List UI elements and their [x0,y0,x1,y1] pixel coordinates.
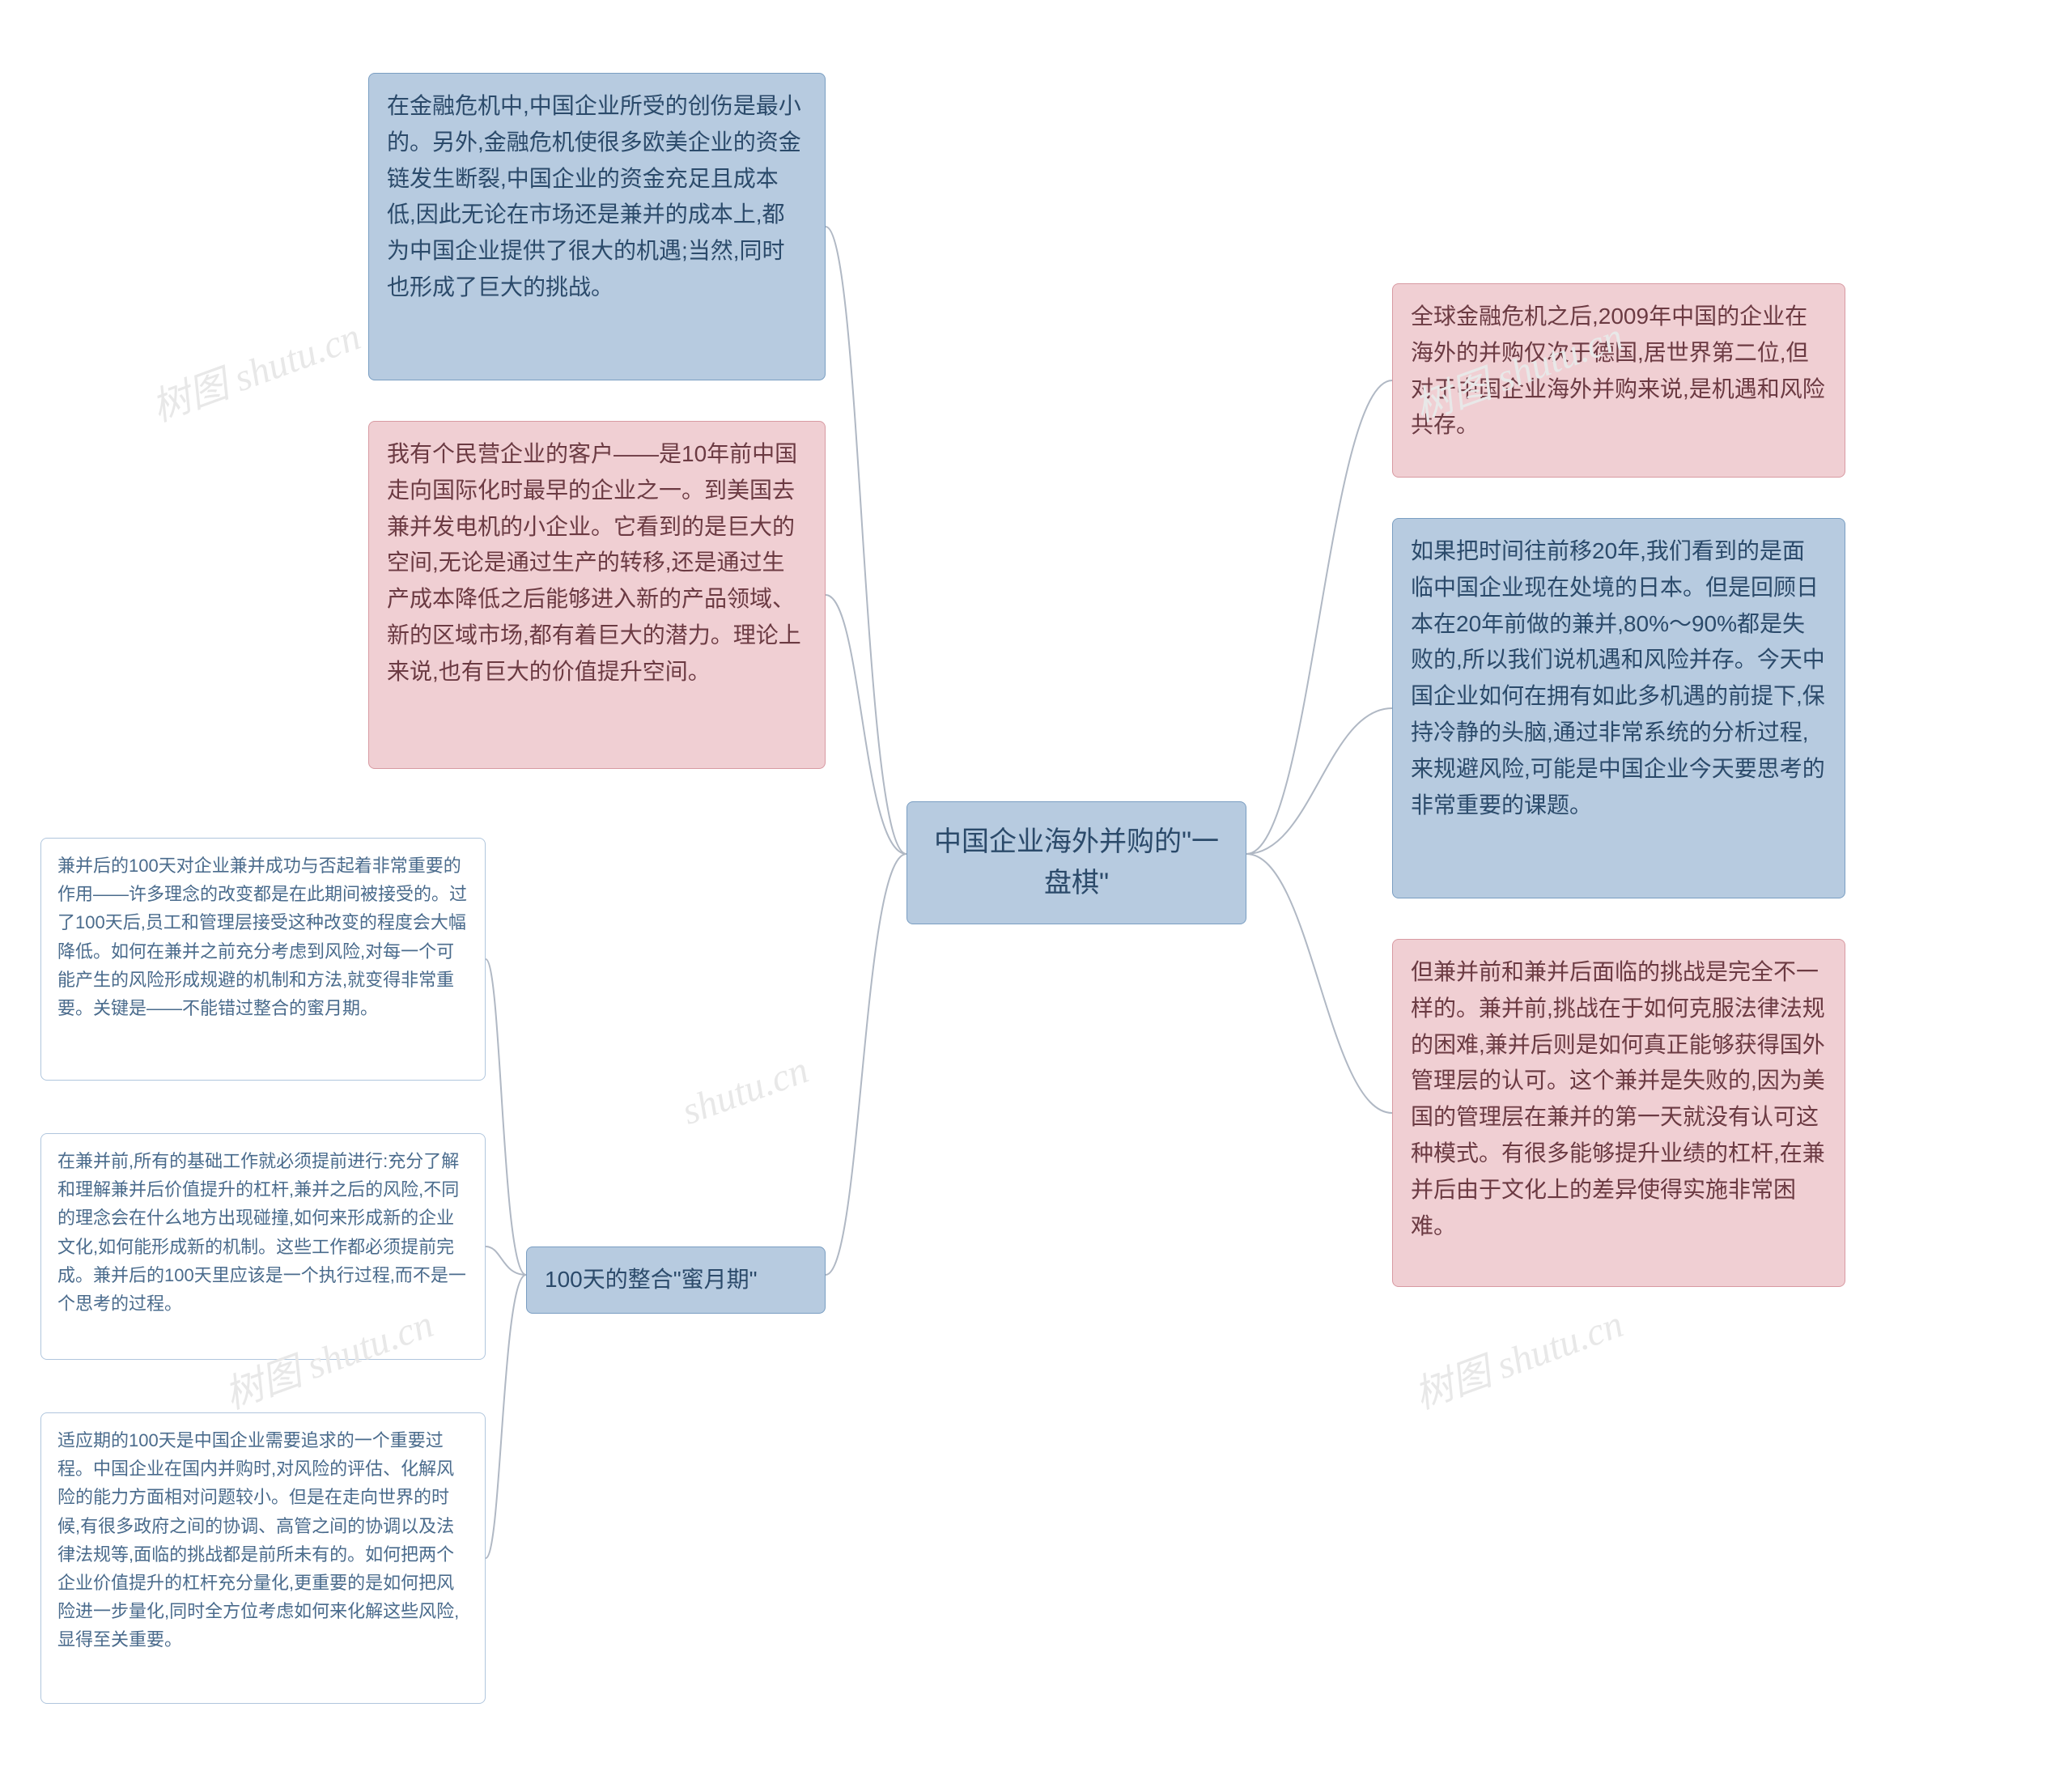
center-node[interactable]: 中国企业海外并购的"一盘棋" [906,801,1246,924]
left-node-1[interactable]: 我有个民营企业的客户——是10年前中国走向国际化时最早的企业之一。到美国去兼并发… [368,421,826,769]
watermark-0: 树图 shutu.cn [142,304,367,432]
right-node-0[interactable]: 全球金融危机之后,2009年中国的企业在海外的并购仅次于德国,居世界第二位,但对… [1392,283,1845,478]
watermark-4: 树图 shutu.cn [1405,1292,1629,1420]
right-node-1[interactable]: 如果把时间往前移20年,我们看到的是面临中国企业现在处境的日本。但是回顾日本在2… [1392,518,1845,898]
watermark-2: shutu.cn [676,1047,813,1134]
left-node-2[interactable]: 100天的整合"蜜月期" [526,1246,826,1314]
sub-node-2[interactable]: 适应期的100天是中国企业需要追求的一个重要过程。中国企业在国内并购时,对风险的… [40,1412,486,1704]
left-node-0[interactable]: 在金融危机中,中国企业所受的创伤是最小的。另外,金融危机使很多欧美企业的资金链发… [368,73,826,380]
sub-node-0[interactable]: 兼并后的100天对企业兼并成功与否起着非常重要的作用——许多理念的改变都是在此期… [40,838,486,1081]
sub-node-1[interactable]: 在兼并前,所有的基础工作就必须提前进行:充分了解和理解兼并后价值提升的杠杆,兼并… [40,1133,486,1360]
right-node-2[interactable]: 但兼并前和兼并后面临的挑战是完全不一样的。兼并前,挑战在于如何克服法律法规的困难… [1392,939,1845,1287]
